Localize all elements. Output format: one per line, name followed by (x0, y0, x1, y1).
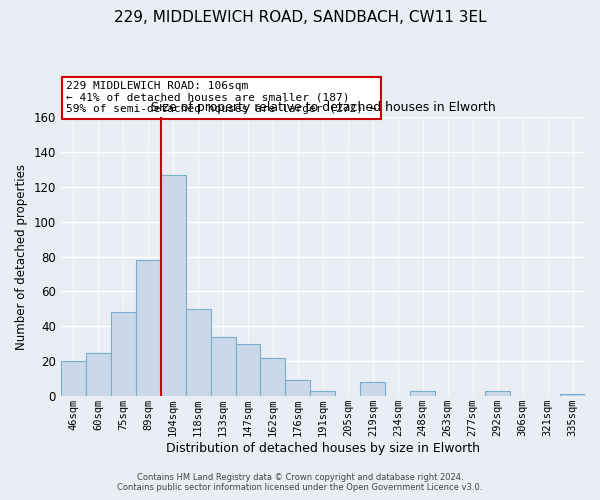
X-axis label: Distribution of detached houses by size in Elworth: Distribution of detached houses by size … (166, 442, 480, 455)
Bar (211, 337, 236, 396)
Bar (236, 344, 260, 396)
Bar (161, 174, 185, 396)
Title: Size of property relative to detached houses in Elworth: Size of property relative to detached ho… (151, 102, 495, 114)
Bar (310, 391, 335, 396)
Bar (286, 380, 310, 396)
Bar (136, 260, 161, 396)
Text: 229, MIDDLEWICH ROAD, SANDBACH, CW11 3EL: 229, MIDDLEWICH ROAD, SANDBACH, CW11 3EL (113, 10, 487, 25)
Y-axis label: Number of detached properties: Number of detached properties (15, 164, 28, 350)
Bar (485, 391, 510, 396)
Bar (361, 382, 385, 396)
Text: Contains HM Land Registry data © Crown copyright and database right 2024.
Contai: Contains HM Land Registry data © Crown c… (118, 473, 482, 492)
Bar (111, 312, 136, 396)
Bar (260, 358, 286, 396)
Bar (410, 391, 435, 396)
Text: 229 MIDDLEWICH ROAD: 106sqm
← 41% of detached houses are smaller (187)
59% of se: 229 MIDDLEWICH ROAD: 106sqm ← 41% of det… (66, 81, 377, 114)
Bar (185, 309, 211, 396)
Bar (86, 352, 111, 396)
Bar (560, 394, 585, 396)
Bar (61, 362, 86, 396)
